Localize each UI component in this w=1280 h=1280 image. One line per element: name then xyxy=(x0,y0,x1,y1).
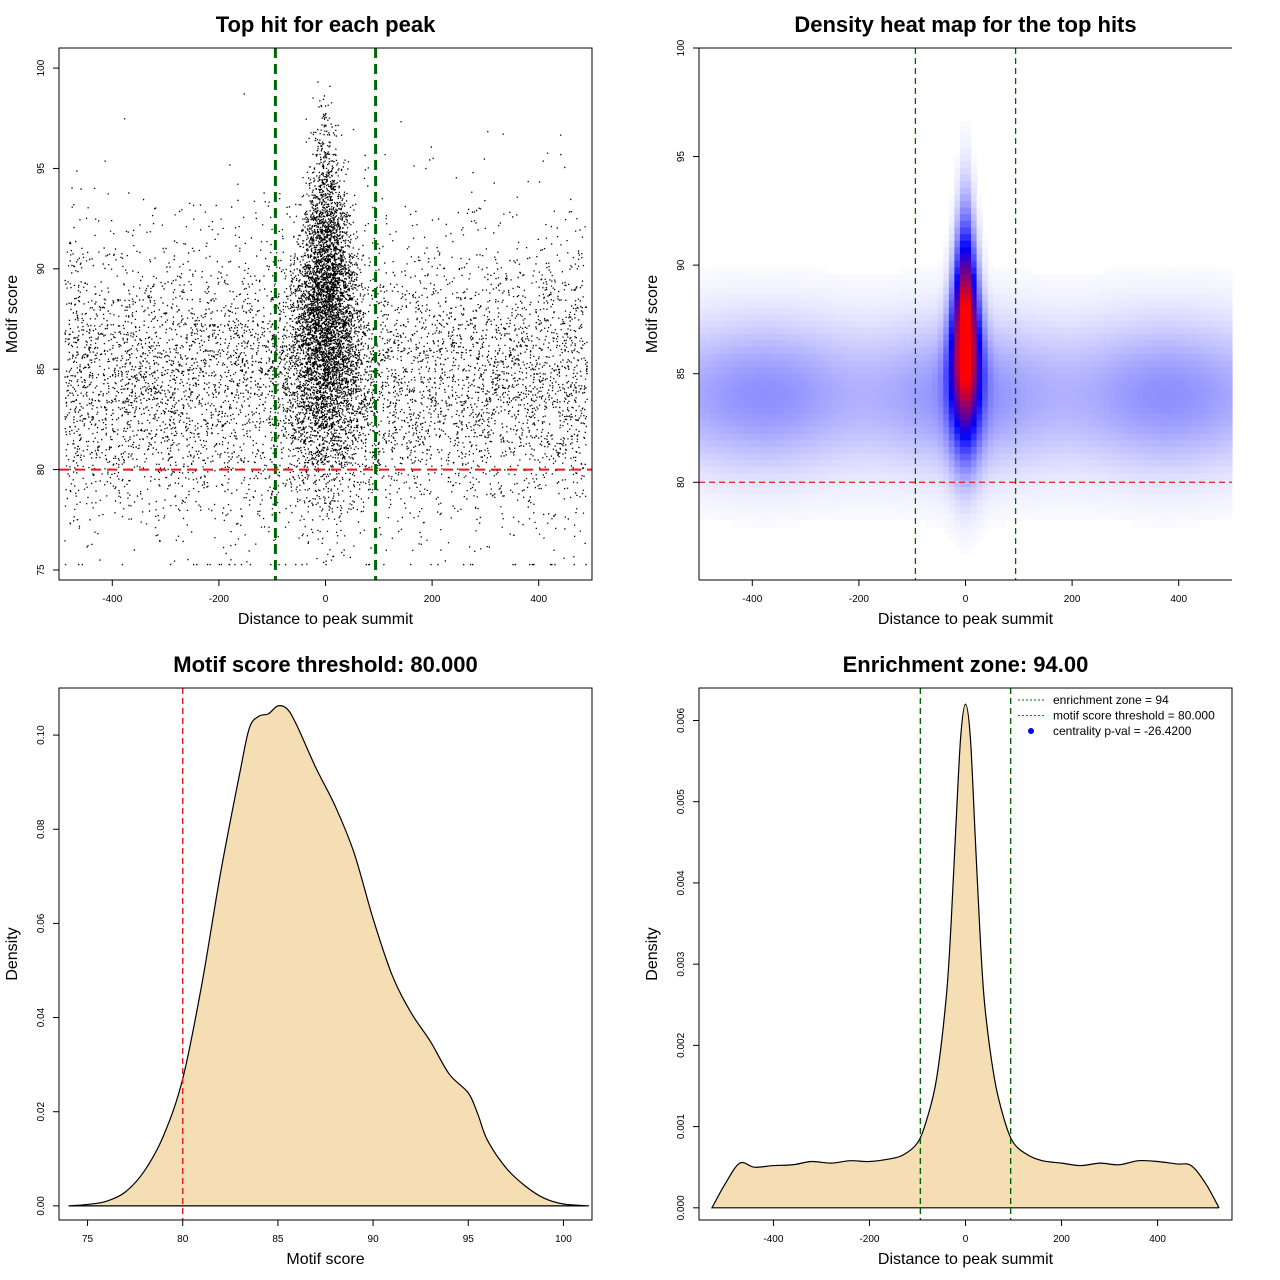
y-tick-label: 95 xyxy=(36,162,47,174)
x-tick-label: -200 xyxy=(849,594,869,605)
y-tick-label: 75 xyxy=(36,564,47,576)
y-tick-label: 100 xyxy=(676,39,687,56)
legend-label: motif score threshold = 80.000 xyxy=(1053,709,1215,723)
y-axis-label: Density xyxy=(4,927,21,980)
y-tick-label: 0.005 xyxy=(676,789,687,814)
x-tick-label: -400 xyxy=(742,594,762,605)
x-tick-label: -200 xyxy=(209,594,229,605)
x-tick-label: 400 xyxy=(1170,594,1187,605)
y-tick-label: 85 xyxy=(676,368,687,380)
scatter-dots xyxy=(64,81,588,566)
x-tick-label: 85 xyxy=(272,1234,284,1245)
x-axis-label: Motif score xyxy=(286,1251,364,1268)
y-axis-label: Density xyxy=(644,927,661,980)
y-tick-label: 0.006 xyxy=(676,708,687,733)
y-tick-label: 95 xyxy=(676,151,687,163)
y-tick-label: 0.004 xyxy=(676,870,687,895)
chart-title: Motif score threshold: 80.000 xyxy=(173,652,477,677)
y-tick-label: 90 xyxy=(36,263,47,275)
x-tick-label: -400 xyxy=(763,1234,783,1245)
scatter-points xyxy=(64,81,588,566)
x-tick-label: 75 xyxy=(82,1234,94,1245)
x-tick-label: 90 xyxy=(368,1234,380,1245)
y-tick-label: 80 xyxy=(676,476,687,488)
chart-title: Enrichment zone: 94.00 xyxy=(843,652,1089,677)
x-tick-label: 400 xyxy=(530,594,547,605)
panel-top-left: Top hit for each peak Distance to peak su… xyxy=(4,12,593,628)
x-tick-label: 100 xyxy=(555,1234,572,1245)
x-tick-label: 80 xyxy=(177,1234,189,1245)
density-curve xyxy=(68,705,589,1207)
x-tick-label: 200 xyxy=(1053,1234,1070,1245)
y-tick-label: 0.08 xyxy=(36,819,47,839)
x-tick-label: 0 xyxy=(323,594,329,605)
y-tick-label: 0.04 xyxy=(36,1007,47,1027)
y-tick-label: 85 xyxy=(36,363,47,375)
legend-label: centrality p-val = -26.4200 xyxy=(1053,724,1192,738)
panel-bottom-right: Enrichment zone: 94.00 Distance to peak s… xyxy=(644,652,1233,1268)
density-curve xyxy=(710,703,1221,1209)
x-tick-label: 0 xyxy=(963,594,969,605)
legend-swatch xyxy=(1028,728,1034,734)
y-tick-label: 0.10 xyxy=(36,725,47,745)
legend: enrichment zone = 94 motif score threshol… xyxy=(1018,693,1215,738)
x-axis-label: Distance to peak summit xyxy=(238,611,414,628)
legend-label: enrichment zone = 94 xyxy=(1053,693,1169,707)
y-tick-label: 0.000 xyxy=(676,1195,687,1220)
y-tick-label: 0.02 xyxy=(36,1102,47,1122)
y-tick-label: 80 xyxy=(36,464,47,476)
y-tick-label: 0.002 xyxy=(676,1032,687,1057)
plot-frame xyxy=(698,687,1233,1221)
heatmap-cells xyxy=(699,121,1233,554)
y-tick-label: 0.003 xyxy=(676,951,687,976)
panel-bottom-left: Motif score threshold: 80.000 Motif score… xyxy=(4,652,593,1268)
chart-title: Top hit for each peak xyxy=(216,12,436,37)
y-tick-label: 90 xyxy=(676,259,687,271)
x-axis-label: Distance to peak summit xyxy=(878,1251,1054,1268)
y-tick-label: 0.06 xyxy=(36,913,47,933)
chart-title: Density heat map for the top hits xyxy=(794,12,1136,37)
x-axis-label: Distance to peak summit xyxy=(878,611,1054,628)
x-tick-label: 0 xyxy=(963,1234,969,1245)
x-tick-label: 200 xyxy=(424,594,441,605)
x-tick-label: 200 xyxy=(1064,594,1081,605)
x-tick-label: 400 xyxy=(1149,1234,1166,1245)
y-tick-label: 100 xyxy=(36,59,47,76)
y-tick-label: 0.001 xyxy=(676,1114,687,1139)
plot-frame xyxy=(58,687,593,1221)
y-axis-label: Motif score xyxy=(644,275,661,353)
plot-frame xyxy=(58,47,593,581)
x-tick-label: -200 xyxy=(859,1234,879,1245)
y-tick-label: 0.00 xyxy=(36,1196,47,1216)
y-axis-label: Motif score xyxy=(4,275,21,353)
panel-top-right: Density heat map for the top hits Distanc… xyxy=(644,12,1233,628)
x-tick-label: -400 xyxy=(102,594,122,605)
x-tick-label: 95 xyxy=(463,1234,475,1245)
